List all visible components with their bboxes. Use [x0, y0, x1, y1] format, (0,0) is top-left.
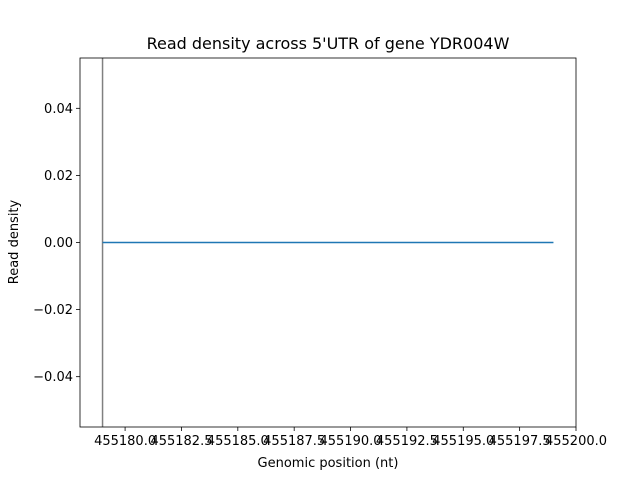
x-axis-label: Genomic position (nt) — [258, 456, 399, 471]
x-tick-label: 455187.5 — [263, 434, 325, 449]
y-tick-label: 0.04 — [44, 102, 73, 117]
plot-area — [79, 57, 577, 428]
x-tick-label: 455200.0 — [545, 434, 607, 449]
y-tick-label: 0.00 — [44, 236, 73, 251]
x-tick-label: 455182.5 — [150, 434, 212, 449]
x-tick-label: 455185.0 — [207, 434, 269, 449]
x-tick-label: 455192.5 — [376, 434, 438, 449]
y-tick-label: −0.04 — [33, 370, 73, 385]
x-axis: 455180.0455182.5455185.0455187.5455190.0… — [94, 427, 607, 449]
x-tick-label: 455190.0 — [320, 434, 382, 449]
x-tick-label: 455195.0 — [432, 434, 494, 449]
y-axis: 0.04 0.02 0.00 −0.02 −0.04 — [33, 102, 80, 385]
x-tick-label: 455197.5 — [489, 434, 551, 449]
y-axis-label: Read density — [7, 199, 22, 284]
x-tick-label: 455180.0 — [94, 434, 156, 449]
y-tick-label: 0.02 — [44, 169, 73, 184]
chart-title: Read density across 5'UTR of gene YDR004… — [147, 34, 510, 53]
y-tick-label: −0.02 — [33, 303, 73, 318]
